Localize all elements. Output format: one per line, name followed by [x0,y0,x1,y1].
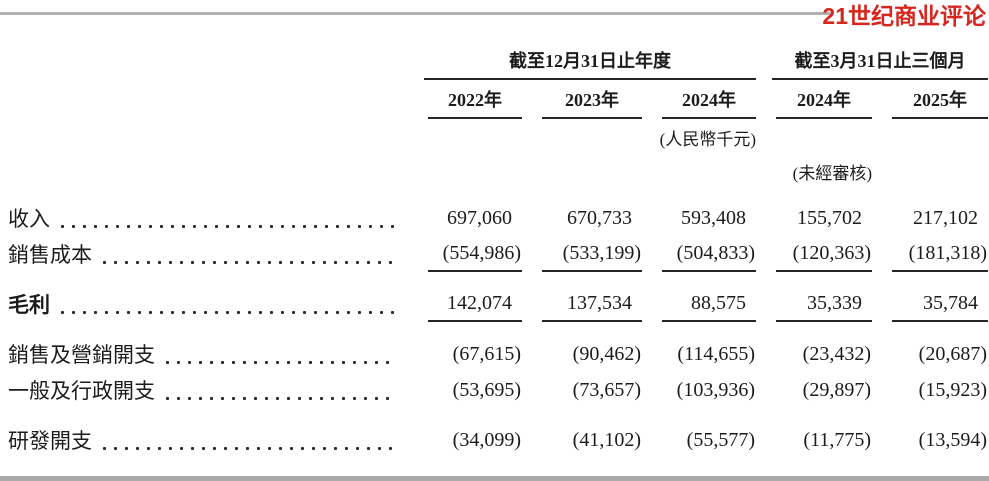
value-cell: (29,897) [802,378,871,401]
row-label: 一般及行政開支 [8,379,155,403]
empty-cell [8,46,408,80]
top-divider-rule [0,12,830,15]
unaudited-note: (未經審核) [792,164,872,183]
col-header-2023: 2023年 [542,80,642,119]
value-cell: 137,534 [542,286,642,322]
value-cell: (55,577) [686,428,755,451]
currency-unit-note: (人民幣千元) [659,130,756,149]
value-cell: (23,432) [802,342,871,365]
value-cell: (11,775) [803,428,871,451]
table-row: 研發開支 (34,099) (41,102) (55,577) (11,775) (13,… [8,422,988,458]
row-label-cell: 研發開支 [8,422,408,458]
dot-leader [57,224,394,229]
dot-leader [57,310,394,315]
value-cell: 88,575 [662,286,756,322]
value-cell: (13,594) [918,428,987,451]
row-label: 研發開支 [8,429,92,453]
value-cell: (41,102) [572,428,641,451]
table-row: 銷售及營銷開支 (67,615) (90,462) (114,655) (23,432)… [8,336,988,372]
value-cell: (533,199) [542,236,642,272]
value-cell: (20,687) [918,342,987,365]
value-cell: (15,923) [918,378,987,401]
value-cell: (103,936) [676,378,755,401]
value-cell: (504,833) [662,236,756,272]
value-cell: (181,318) [892,236,988,272]
value-cell: 35,339 [776,286,872,322]
currency-note-row: (人民幣千元) [8,119,988,152]
income-statement-table: 截至12月31日止年度 截至3月31日止三個月 2022年 2023年 2024… [8,46,988,458]
table-row: 銷售成本 (554,986) (533,199) (504,833) (120,363)… [8,236,988,272]
value-cell: (120,363) [776,236,872,272]
year-header-row: 2022年 2023年 2024年 2024年 2025年 [8,80,988,119]
value-cell: (554,986) [428,236,522,272]
table-body: 收入 697,060 670,733 593,408 155,702 217,102 銷售成… [8,200,988,458]
row-label-cell: 銷售及營銷開支 [8,336,408,372]
col-header-2022: 2022年 [428,80,522,119]
value-cell: (73,657) [572,378,641,401]
value-cell: (53,695) [452,378,521,401]
value-cell: 593,408 [681,206,746,229]
empty-cell [8,80,408,119]
bottom-divider-bar [0,476,989,481]
row-label-cell: 毛利 [8,286,408,322]
dot-leader [99,446,394,451]
value-cell: (34,099) [452,428,521,451]
dot-leader [99,260,394,265]
row-label-cell: 收入 [8,200,408,236]
table-row: 收入 697,060 670,733 593,408 155,702 217,102 [8,200,988,236]
row-label: 毛利 [8,293,50,317]
row-label-cell: 一般及行政開支 [8,372,408,408]
value-cell: 155,702 [797,206,862,229]
value-cell: 35,784 [892,286,988,322]
value-cell: 670,733 [567,206,632,229]
value-cell: 142,074 [428,286,522,322]
row-label: 銷售及營銷開支 [8,343,155,367]
three-months-group-header: 截至3月31日止三個月 [772,46,988,80]
row-gap [8,272,988,286]
row-label-cell: 銷售成本 [8,236,408,272]
value-cell: 697,060 [447,206,512,229]
value-cell: 217,102 [913,206,978,229]
dot-leader [162,396,394,401]
table-row: 毛利 142,074 137,534 88,575 35,339 35,784 [8,286,988,322]
row-gap [8,322,988,336]
col-header-2024: 2024年 [662,80,756,119]
unaudited-note-row: (未經審核) [8,152,988,186]
col-header-2025-q1: 2025年 [892,80,988,119]
value-cell: (67,615) [452,342,521,365]
column-group-header-row: 截至12月31日止年度 截至3月31日止三個月 [8,46,988,80]
publication-logo: 21世纪商业评论 [822,3,986,29]
year-ended-group-header: 截至12月31日止年度 [424,46,756,80]
row-label: 收入 [8,207,50,231]
row-label: 銷售成本 [8,243,92,267]
dot-leader [162,360,394,365]
row-gap [8,408,988,422]
table-row: 一般及行政開支 (53,695) (73,657) (103,936) (29,897)… [8,372,988,408]
value-cell: (90,462) [572,342,641,365]
col-header-2024-q1: 2024年 [776,80,872,119]
value-cell: (114,655) [677,342,755,365]
